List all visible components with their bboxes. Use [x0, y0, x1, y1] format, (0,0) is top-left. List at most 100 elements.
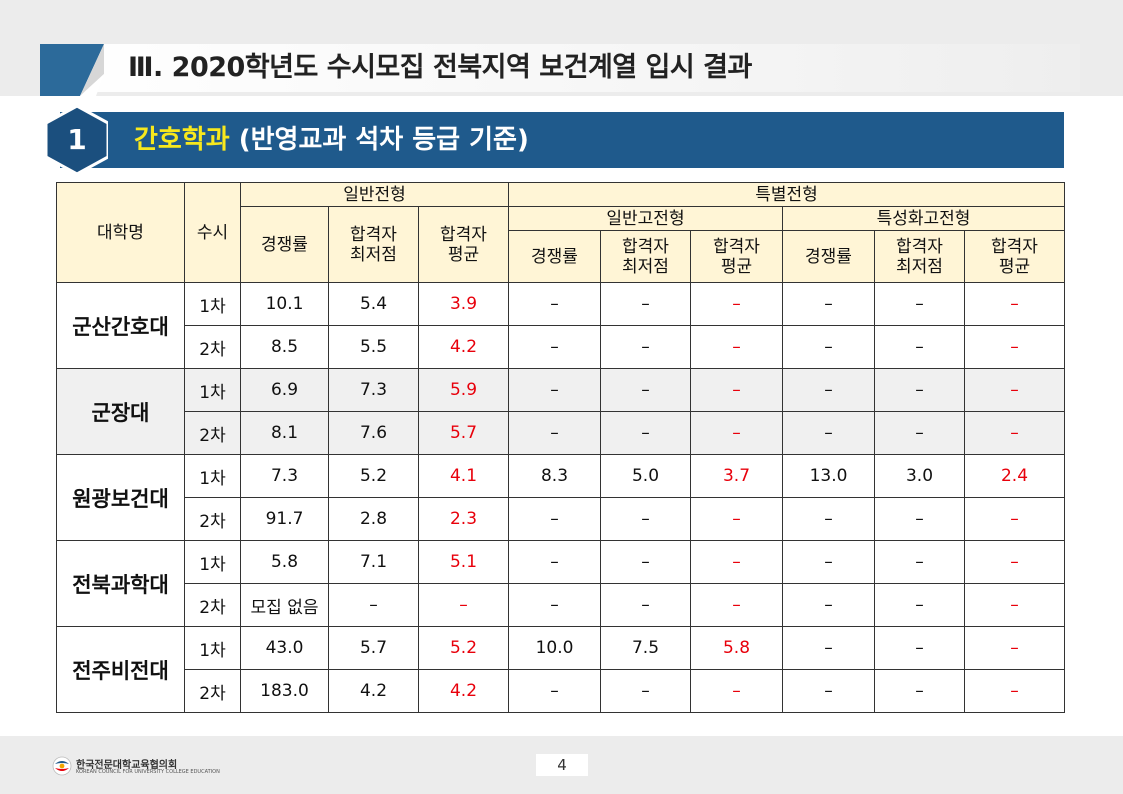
table-row: 2차 183.0 4.2 4.2 – – – – – – [57, 669, 1065, 713]
table-row: 2차 모집 없음 – – – – – – – – [57, 583, 1065, 627]
header-avg-score: 합격자 평균 [690, 230, 783, 283]
general-competition: 43.0 [240, 626, 329, 670]
council-logo-icon [52, 756, 72, 776]
university-name: 군장대 [56, 368, 185, 455]
gen-hs-competition: – [508, 669, 601, 713]
table-row: 전주비전대 1차 43.0 5.7 5.2 10.0 7.5 5.8 – – – [56, 626, 1065, 713]
gen-hs-competition: – [508, 368, 601, 412]
gen-hs-competition: – [508, 540, 601, 584]
spec-hs-competition: – [782, 540, 875, 584]
spec-hs-competition: – [782, 368, 875, 412]
table-row: 군산간호대 1차 10.1 5.4 3.9 – – – – – – [56, 282, 1065, 369]
round-cell: 1차 [184, 368, 241, 412]
round-cell: 2차 [184, 411, 241, 455]
general-competition: 10.1 [240, 282, 329, 326]
gen-hs-competition: – [508, 325, 601, 369]
spec-hs-min: – [874, 282, 965, 326]
spec-hs-competition: 13.0 [782, 454, 875, 498]
round-cell: 2차 [184, 497, 241, 541]
general-avg: 5.2 [418, 626, 509, 670]
general-competition: 8.1 [240, 411, 329, 455]
general-competition: 91.7 [240, 497, 329, 541]
gen-hs-min: – [600, 669, 691, 713]
gen-hs-competition: – [508, 497, 601, 541]
spec-hs-avg: – [964, 368, 1065, 412]
spec-hs-min: – [874, 497, 965, 541]
gen-hs-min: – [600, 540, 691, 584]
gen-hs-min: – [600, 325, 691, 369]
table-row: 군장대 1차 6.9 7.3 5.9 – – – – – – [56, 368, 1065, 455]
spec-hs-min: – [874, 368, 965, 412]
spec-hs-min: – [874, 626, 965, 670]
header-university: 대학명 [56, 182, 185, 283]
university-name: 전주비전대 [56, 626, 185, 713]
round-cell: 2차 [184, 583, 241, 627]
general-competition: 6.9 [240, 368, 329, 412]
university-name: 원광보건대 [56, 454, 185, 541]
table-row: 원광보건대 1차 7.3 5.2 4.1 8.3 5.0 3.7 13.0 3.… [56, 454, 1065, 541]
gen-hs-competition: – [508, 583, 601, 627]
general-min: 7.6 [328, 411, 419, 455]
title-bar [40, 44, 1080, 92]
round-cell: 2차 [184, 669, 241, 713]
section-title: 간호학과 (반영교과 석차 등급 기준) [134, 112, 529, 168]
spec-hs-competition: – [782, 669, 875, 713]
general-avg: 4.2 [418, 669, 509, 713]
spec-hs-competition: – [782, 583, 875, 627]
gen-hs-min: – [600, 411, 691, 455]
spec-hs-avg: – [964, 497, 1065, 541]
general-competition: 8.5 [240, 325, 329, 369]
table-row: 2차 8.5 5.5 4.2 – – – – – – [57, 325, 1065, 369]
page-number: 4 [536, 754, 588, 776]
spec-hs-min: – [874, 669, 965, 713]
spec-hs-competition: – [782, 497, 875, 541]
university-name: 군산간호대 [56, 282, 185, 369]
general-min: 7.3 [328, 368, 419, 412]
general-avg: 5.1 [418, 540, 509, 584]
gen-hs-avg: – [690, 583, 783, 627]
gen-hs-avg: 3.7 [690, 454, 783, 498]
section-number-badge [46, 106, 108, 174]
round-cell: 1차 [184, 626, 241, 670]
general-min: 7.1 [328, 540, 419, 584]
general-avg: 5.7 [418, 411, 509, 455]
header-avg-score: 합격자 평균 [418, 206, 509, 283]
spec-hs-competition: – [782, 626, 875, 670]
general-avg: 5.9 [418, 368, 509, 412]
gen-hs-avg: – [690, 669, 783, 713]
spec-hs-competition: – [782, 282, 875, 326]
spec-hs-avg: – [964, 325, 1065, 369]
header-min-score: 합격자 최저점 [328, 206, 419, 283]
page-title: Ⅲ. 2020학년도 수시모집 전북지역 보건계열 입시 결과 [128, 52, 752, 83]
gen-hs-avg: – [690, 540, 783, 584]
page-fold-icon [40, 44, 104, 96]
round-cell: 1차 [184, 540, 241, 584]
gen-hs-avg: 5.8 [690, 626, 783, 670]
general-min: 5.4 [328, 282, 419, 326]
spec-hs-avg: – [964, 411, 1065, 455]
table-row: 2차 91.7 2.8 2.3 – – – – – – [57, 497, 1065, 541]
table-row: 2차 8.1 7.6 5.7 – – – – – – [57, 411, 1065, 455]
spec-hs-competition: – [782, 325, 875, 369]
general-avg: – [418, 583, 509, 627]
footer-org-name-en: KOREAN COUNCIL FOR UNIVERSITY COLLEGE ED… [76, 769, 220, 775]
spec-hs-min: – [874, 540, 965, 584]
admission-results-table: 대학명 수시 일반전형 특별전형 경쟁률 합격자 최저점 합격자 평균 일반고전… [56, 182, 1065, 713]
gen-hs-avg: – [690, 411, 783, 455]
header-min-score: 합격자 최저점 [600, 230, 691, 283]
header-avg-score: 합격자 평균 [964, 230, 1065, 283]
gen-hs-avg: – [690, 282, 783, 326]
gen-hs-competition: 8.3 [508, 454, 601, 498]
round-cell: 1차 [184, 454, 241, 498]
general-min: 4.2 [328, 669, 419, 713]
spec-hs-min: 3.0 [874, 454, 965, 498]
section-number: 1 [67, 123, 87, 156]
gen-hs-min: 7.5 [600, 626, 691, 670]
general-min: 2.8 [328, 497, 419, 541]
spec-hs-avg: 2.4 [964, 454, 1065, 498]
header-general: 일반전형 [240, 182, 509, 207]
header-specialized-hs: 특성화고전형 [782, 206, 1065, 231]
gen-hs-min: – [600, 583, 691, 627]
general-min: 5.7 [328, 626, 419, 670]
general-avg: 2.3 [418, 497, 509, 541]
